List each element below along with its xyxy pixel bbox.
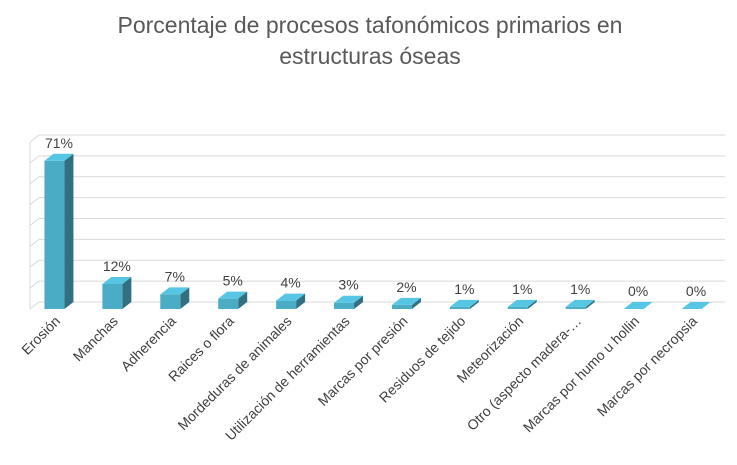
bar-front xyxy=(218,298,239,309)
bar xyxy=(565,299,595,309)
bar-front xyxy=(44,160,65,309)
x-tick-label: Marcas por necropsia xyxy=(594,313,701,420)
bar-side xyxy=(354,295,364,309)
bar xyxy=(276,293,306,309)
bar-top xyxy=(391,297,421,305)
x-tick-label: Marcas por humo u hollin xyxy=(520,313,642,435)
x-tick-label: Erosión xyxy=(18,313,63,358)
value-label: 2% xyxy=(396,279,416,295)
bar-side xyxy=(122,276,132,309)
bar-front xyxy=(160,294,181,309)
value-label: 3% xyxy=(338,277,358,293)
bar-top xyxy=(449,299,479,307)
grid-line xyxy=(29,134,725,143)
value-label: 1% xyxy=(454,281,474,297)
bar xyxy=(218,291,248,309)
bar-front xyxy=(449,306,470,309)
grid-line xyxy=(29,218,725,226)
bar-side xyxy=(527,299,537,309)
bar-top xyxy=(623,302,653,309)
value-label: 0% xyxy=(628,283,648,299)
grid-line xyxy=(29,280,725,289)
bar-front xyxy=(565,306,586,309)
bar-top xyxy=(160,287,190,295)
bar-top xyxy=(102,276,132,284)
grid-line xyxy=(29,176,725,185)
value-label: 5% xyxy=(223,273,243,289)
bar-side xyxy=(238,291,248,309)
x-tick-label: Manchas xyxy=(70,313,121,364)
bar xyxy=(507,299,537,309)
bar-top xyxy=(276,293,306,301)
bar-side xyxy=(180,287,190,309)
bar xyxy=(160,287,190,309)
bar-front xyxy=(391,304,412,309)
grid-line xyxy=(29,301,725,310)
bar xyxy=(102,276,132,309)
chart-title: Porcentaje de procesos tafonómicos prima… xyxy=(117,12,623,69)
bar-front xyxy=(102,283,123,309)
bar xyxy=(334,295,364,309)
x-tick-label: Otro (aspecto madera-… xyxy=(464,313,585,434)
bar-side xyxy=(411,297,421,309)
grid-line xyxy=(29,155,725,164)
value-label: 1% xyxy=(570,281,590,297)
value-label: 4% xyxy=(281,275,301,291)
bar xyxy=(623,302,653,309)
bar-front xyxy=(276,300,297,309)
x-tick-label: Adherencia xyxy=(118,313,180,375)
value-label: 0% xyxy=(686,283,706,299)
bar-side xyxy=(469,299,479,309)
bar-top xyxy=(334,295,364,303)
bar-top xyxy=(44,153,74,161)
bar-side xyxy=(585,299,595,309)
bar-top xyxy=(507,299,537,307)
value-label: 12% xyxy=(103,258,131,274)
bar-side xyxy=(64,153,74,309)
bar-front xyxy=(334,302,355,309)
bar xyxy=(681,302,711,309)
x-tick-label: Mordeduras de animales xyxy=(174,313,294,433)
bar xyxy=(391,297,421,309)
value-label: 71% xyxy=(45,135,73,151)
bar xyxy=(44,153,74,309)
bar-top xyxy=(218,291,248,299)
grid-line xyxy=(29,259,725,268)
grid-line xyxy=(29,238,725,247)
value-label: 1% xyxy=(512,281,532,297)
bar-top xyxy=(681,302,711,309)
bar-front xyxy=(507,306,528,309)
grid-line xyxy=(29,197,725,206)
bar xyxy=(449,299,479,309)
bar-side xyxy=(296,293,306,309)
value-label: 7% xyxy=(165,268,185,284)
bar-top xyxy=(565,299,595,307)
